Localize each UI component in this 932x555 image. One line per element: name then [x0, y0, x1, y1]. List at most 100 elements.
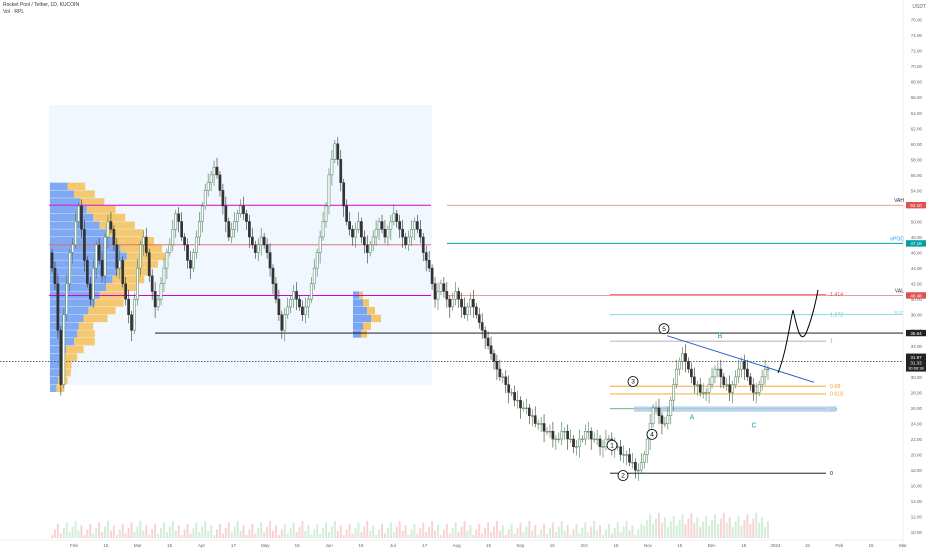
wave-marker-4: [646, 428, 658, 440]
x-tick-label: Mar: [134, 543, 142, 548]
candle-body: [569, 438, 572, 441]
candle-body: [354, 229, 357, 238]
y-tick-label: 28.00: [911, 390, 923, 395]
candle-body: [321, 221, 325, 238]
volume-bar: [269, 521, 272, 538]
volume-bar: [186, 523, 189, 538]
volume-profile2-bar-blue: [353, 322, 363, 330]
y-tick-label: 60.00: [911, 142, 923, 147]
y-tick-label: 34.00: [911, 344, 923, 349]
volume-bar: [487, 522, 490, 538]
volume-bar: [522, 532, 525, 538]
candle-body: [318, 236, 322, 253]
volume-bar: [478, 523, 481, 538]
candle-body: [469, 298, 472, 308]
y-tick-label: 54.00: [911, 188, 923, 193]
candle-body: [277, 298, 281, 315]
candle-body: [716, 368, 720, 371]
candle-body: [424, 252, 428, 261]
x-tick-label: 17: [422, 543, 428, 548]
volume-bar: [649, 514, 652, 538]
volume-bar: [248, 529, 251, 538]
volume-bar: [475, 529, 478, 538]
x-tick-label: 15: [295, 543, 301, 548]
candle-body: [498, 368, 502, 378]
candle-body: [180, 221, 183, 238]
candle-body: [666, 415, 670, 424]
volume-bar: [274, 525, 277, 538]
volume-bar: [375, 535, 378, 538]
volume-bar: [681, 514, 684, 538]
volume-bar: [472, 535, 475, 538]
volume-profile-bar-orange: [56, 384, 65, 393]
candle-body: [748, 376, 752, 385]
y-tick-label: 10.00: [911, 530, 923, 535]
volume-bar: [719, 518, 722, 538]
candle-body: [457, 291, 460, 300]
volume-bar: [404, 525, 407, 538]
candle-body: [725, 384, 729, 386]
candle-body: [631, 462, 634, 464]
volume-bar: [183, 529, 186, 538]
candle-body: [174, 213, 178, 230]
y-tick-label: 50.00: [911, 220, 923, 225]
candle-body: [295, 291, 298, 300]
y-tick-label: 12.00: [911, 515, 923, 520]
candle-body: [88, 283, 92, 300]
volume-profile-bar-orange: [66, 345, 84, 354]
volume-bar: [543, 523, 546, 538]
volume-profile-bar-blue: [50, 260, 122, 268]
candle-body: [451, 298, 455, 308]
volume-bar: [360, 532, 363, 538]
candle-body: [53, 267, 57, 284]
candle-body: [171, 229, 175, 246]
x-tick-label: Feb: [835, 543, 843, 548]
volume-bar: [513, 533, 516, 538]
candle-body: [118, 260, 122, 269]
y-tick-label: 64.00: [911, 111, 923, 116]
candle-body: [189, 260, 192, 269]
volume-bar: [53, 529, 56, 538]
candle-body: [395, 213, 399, 222]
candle-body: [746, 368, 749, 378]
candle-body: [50, 252, 54, 269]
volume-bar: [722, 513, 725, 538]
volume-bar: [218, 523, 221, 538]
volume-profile2-bar-blue: [353, 299, 363, 307]
volume-bar: [528, 521, 531, 538]
x-tick-label: Feb: [70, 543, 78, 548]
triangle-trendline: [666, 335, 815, 383]
candle-body: [106, 221, 110, 238]
volume-profile-bar-orange: [112, 275, 145, 284]
volume-bar: [740, 525, 743, 538]
candle-body: [342, 182, 346, 207]
volume-bar: [428, 526, 431, 538]
volume-bar: [101, 532, 104, 538]
y-tick-label: 26.00: [911, 406, 923, 411]
volume-bar: [98, 522, 101, 538]
x-tick-label: 2024: [770, 543, 781, 548]
volume-bar: [525, 526, 528, 538]
candle-body: [763, 368, 767, 378]
volume-profile-bar-blue: [50, 229, 106, 237]
volume-bar: [171, 521, 174, 538]
volume-bar: [68, 532, 71, 538]
x-tick-label: Sep: [516, 543, 525, 548]
volume-bar: [201, 526, 204, 538]
abc-label-C: C: [751, 422, 756, 429]
candle-body: [642, 454, 646, 463]
volume-bar: [631, 525, 634, 538]
y-tick-label: 76.00: [911, 18, 923, 23]
volume-bar: [761, 517, 764, 538]
volume-bar: [145, 525, 148, 538]
candle-body: [83, 229, 86, 261]
y-tick-label: 22.00: [911, 437, 923, 442]
volume-bar: [227, 522, 230, 538]
volume-bar: [139, 521, 142, 538]
volume-bar: [672, 515, 675, 538]
volume-bar: [142, 530, 145, 538]
volume-bar: [165, 532, 168, 538]
candle-body: [330, 159, 334, 176]
